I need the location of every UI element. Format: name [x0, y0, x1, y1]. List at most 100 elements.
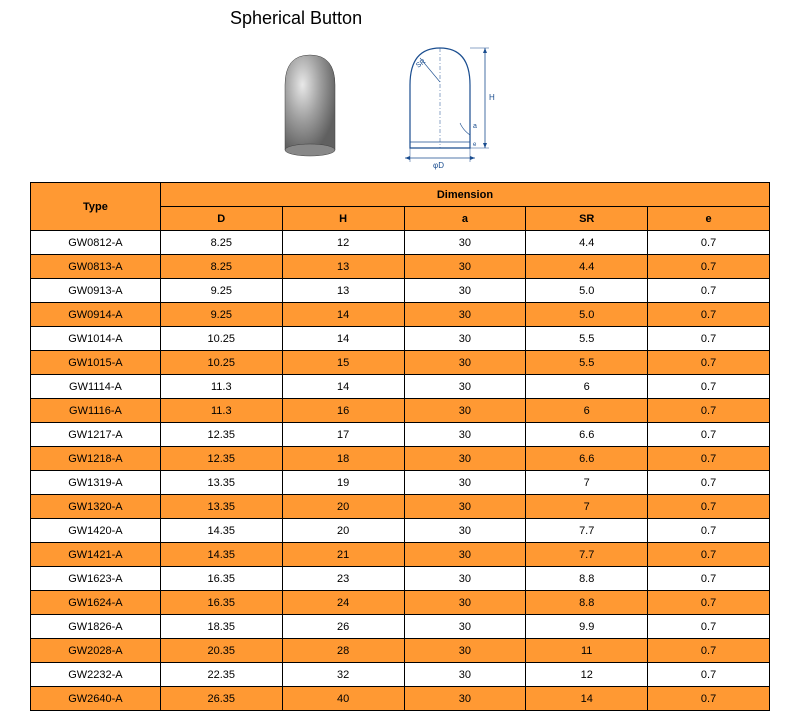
cell-value: 12: [282, 231, 404, 255]
table-row: GW2640-A26.354030140.7: [31, 687, 770, 711]
cell-value: 0.7: [648, 591, 770, 615]
cell-type: GW1116-A: [31, 399, 161, 423]
cell-value: 30: [404, 663, 526, 687]
cell-value: 16: [282, 399, 404, 423]
cell-type: GW2028-A: [31, 639, 161, 663]
cell-value: 12.35: [160, 423, 282, 447]
cell-value: 13.35: [160, 471, 282, 495]
cell-value: 30: [404, 231, 526, 255]
cell-value: 30: [404, 423, 526, 447]
cell-value: 26: [282, 615, 404, 639]
cell-value: 0.7: [648, 567, 770, 591]
cell-value: 0.7: [648, 255, 770, 279]
cell-value: 40: [282, 687, 404, 711]
column-header-sr: SR: [526, 207, 648, 231]
cell-value: 14: [282, 327, 404, 351]
diagram-label-sr: SR: [415, 58, 427, 69]
header-type: Type: [31, 183, 161, 231]
cell-value: 30: [404, 303, 526, 327]
cell-value: 7: [526, 495, 648, 519]
cell-type: GW0914-A: [31, 303, 161, 327]
cell-value: 0.7: [648, 543, 770, 567]
cell-value: 0.7: [648, 423, 770, 447]
cell-type: GW1217-A: [31, 423, 161, 447]
cell-type: GW2640-A: [31, 687, 161, 711]
cell-value: 11.3: [160, 375, 282, 399]
header-dimension: Dimension: [160, 183, 769, 207]
dimension-table: Type Dimension DHaSRe GW0812-A8.2512304.…: [30, 182, 770, 711]
cell-value: 14.35: [160, 519, 282, 543]
cell-type: GW1320-A: [31, 495, 161, 519]
diagram-label-d: φD: [433, 161, 444, 170]
table-row: GW1319-A13.35193070.7: [31, 471, 770, 495]
cell-value: 6: [526, 375, 648, 399]
cell-value: 14: [282, 303, 404, 327]
cell-value: 0.7: [648, 231, 770, 255]
column-header-h: H: [282, 207, 404, 231]
cell-value: 20: [282, 495, 404, 519]
cell-value: 14: [526, 687, 648, 711]
cell-type: GW0913-A: [31, 279, 161, 303]
table-row: GW1114-A11.3143060.7: [31, 375, 770, 399]
column-header-a: a: [404, 207, 526, 231]
cell-value: 0.7: [648, 303, 770, 327]
cell-value: 13: [282, 255, 404, 279]
cell-value: 5.0: [526, 303, 648, 327]
cell-value: 0.7: [648, 327, 770, 351]
column-header-e: e: [648, 207, 770, 231]
table-row: GW0914-A9.2514305.00.7: [31, 303, 770, 327]
table-row: GW2028-A20.352830110.7: [31, 639, 770, 663]
cell-value: 30: [404, 495, 526, 519]
cell-value: 30: [404, 615, 526, 639]
table-row: GW1217-A12.3517306.60.7: [31, 423, 770, 447]
cell-value: 0.7: [648, 399, 770, 423]
cell-value: 22.35: [160, 663, 282, 687]
cell-value: 30: [404, 567, 526, 591]
cell-type: GW0812-A: [31, 231, 161, 255]
cell-type: GW1218-A: [31, 447, 161, 471]
cell-value: 0.7: [648, 519, 770, 543]
cell-value: 0.7: [648, 279, 770, 303]
illustration-row: φD H SR a e: [0, 37, 800, 182]
cell-value: 30: [404, 327, 526, 351]
diagram-label-e: e: [473, 142, 477, 148]
table-row: GW0813-A8.2513304.40.7: [31, 255, 770, 279]
cell-value: 18.35: [160, 615, 282, 639]
cell-value: 30: [404, 255, 526, 279]
table-row: GW1420-A14.3520307.70.7: [31, 519, 770, 543]
cell-value: 9.25: [160, 303, 282, 327]
cell-type: GW1420-A: [31, 519, 161, 543]
cell-value: 19: [282, 471, 404, 495]
table-row: GW1624-A16.3524308.80.7: [31, 591, 770, 615]
diagram-label-h: H: [489, 93, 495, 102]
cell-value: 0.7: [648, 351, 770, 375]
cell-value: 11: [526, 639, 648, 663]
diagram-label-a: a: [473, 123, 477, 130]
table-row: GW1014-A10.2514305.50.7: [31, 327, 770, 351]
cell-value: 30: [404, 351, 526, 375]
cell-value: 9.25: [160, 279, 282, 303]
cell-value: 6: [526, 399, 648, 423]
cell-value: 0.7: [648, 615, 770, 639]
cell-type: GW1015-A: [31, 351, 161, 375]
technical-diagram: φD H SR a e: [385, 40, 525, 170]
cell-value: 28: [282, 639, 404, 663]
cell-value: 21: [282, 543, 404, 567]
cell-value: 0.7: [648, 663, 770, 687]
cell-value: 30: [404, 591, 526, 615]
cell-value: 32: [282, 663, 404, 687]
cell-value: 20.35: [160, 639, 282, 663]
cell-value: 30: [404, 543, 526, 567]
cell-value: 30: [404, 639, 526, 663]
cell-value: 0.7: [648, 495, 770, 519]
cell-value: 4.4: [526, 255, 648, 279]
cell-value: 7.7: [526, 519, 648, 543]
table-row: GW1015-A10.2515305.50.7: [31, 351, 770, 375]
cell-value: 4.4: [526, 231, 648, 255]
page-title: Spherical Button: [0, 0, 800, 37]
cell-value: 12: [526, 663, 648, 687]
cell-value: 5.5: [526, 327, 648, 351]
cell-value: 8.25: [160, 231, 282, 255]
cell-value: 5.5: [526, 351, 648, 375]
cell-value: 15: [282, 351, 404, 375]
